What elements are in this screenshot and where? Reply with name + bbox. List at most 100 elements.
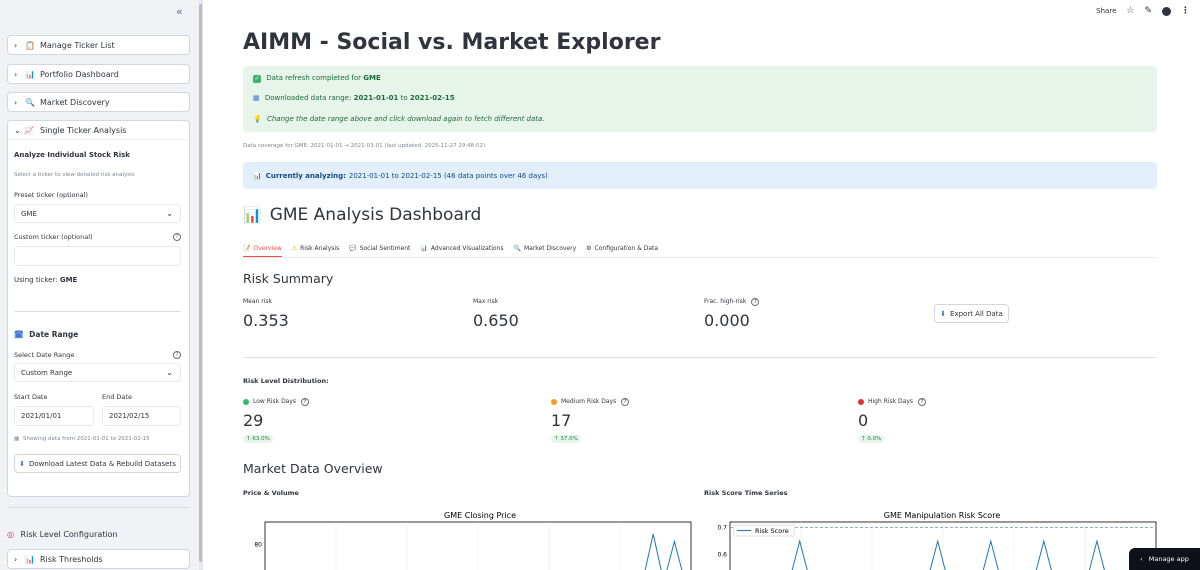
y-tick-label: 80 bbox=[254, 542, 262, 549]
using-ticker-value: GME bbox=[59, 276, 78, 284]
download-icon: ⬇ bbox=[19, 459, 25, 468]
high-risk-delta: ↑ 0.0% bbox=[858, 435, 885, 443]
expander-portfolio-dashboard[interactable]: › 📊 Portfolio Dashboard bbox=[7, 64, 190, 84]
edit-icon[interactable]: ✎ bbox=[1144, 6, 1152, 16]
risk-score-chart: GME Manipulation Risk Score 0.7 0.6 Risk … bbox=[717, 511, 1157, 570]
green-circle-icon bbox=[243, 398, 249, 405]
risk-summary-heading: Risk Summary bbox=[243, 271, 334, 286]
distribution-heading: Risk Level Distribution: bbox=[243, 377, 329, 385]
manage-app-button[interactable]: ‹ Manage app bbox=[1129, 548, 1200, 570]
chart-up-icon: 📈 bbox=[24, 125, 34, 135]
chevron-right-icon: › bbox=[14, 97, 18, 107]
showing-data-caption: ▦ Showing data from 2021-01-01 to 2021-0… bbox=[14, 436, 150, 442]
tab-label: Risk Analysis bbox=[300, 245, 340, 252]
warning-icon: ⚠ bbox=[291, 245, 298, 252]
frac-high-risk-text: Frac. high-risk bbox=[704, 298, 747, 305]
calendar-icon: 🗓 bbox=[14, 330, 24, 339]
expander-risk-thresholds[interactable]: › 📊 Risk Thresholds bbox=[7, 549, 190, 569]
custom-ticker-label: Custom ticker (optional) bbox=[14, 233, 93, 241]
page-title: AIMM - Social vs. Market Explorer bbox=[243, 30, 661, 55]
export-label: Export All Data bbox=[950, 309, 1003, 318]
magnifier-icon: 🔍 bbox=[25, 97, 35, 107]
high-risk-text: High Risk Days bbox=[868, 398, 914, 405]
dashboard-title-text: GME Analysis Dashboard bbox=[269, 205, 482, 225]
tip-text: Change the date range above and click do… bbox=[266, 115, 545, 123]
help-icon[interactable]: ? bbox=[917, 398, 926, 406]
help-icon[interactable]: ? bbox=[621, 398, 630, 406]
orange-circle-icon bbox=[551, 398, 557, 405]
end-date-input[interactable]: 2021/02/15 bbox=[102, 406, 181, 426]
tab-advanced-visualizations[interactable]: 📊 Advanced Visualizations bbox=[420, 240, 503, 257]
overview-icon: 📝 bbox=[243, 244, 251, 252]
help-icon[interactable]: ? bbox=[751, 298, 760, 306]
collapse-sidebar-icon[interactable]: « bbox=[176, 5, 183, 18]
gear-icon: ⚙ bbox=[586, 245, 592, 252]
mean-risk-label: Mean risk bbox=[243, 298, 272, 305]
high-risk-label: High Risk Days ? bbox=[858, 398, 926, 406]
coverage-caption: Data coverage for GME: 2021-01-01 → 2021… bbox=[243, 143, 486, 149]
clipboard-icon: 📋 bbox=[25, 40, 35, 50]
range-to: to bbox=[400, 94, 408, 102]
expander-manage-ticker-list[interactable]: › 📋 Manage Ticker List bbox=[7, 35, 190, 55]
expander-header[interactable]: ⌄ 📈 Single Ticker Analysis bbox=[8, 121, 189, 140]
showing-data-text: Showing data from 2021-01-01 to 2021-02-… bbox=[22, 436, 150, 442]
y-tick-label: 0.7 bbox=[717, 524, 727, 531]
high-risk-delta-text: 0.0% bbox=[867, 436, 882, 442]
expander-label: Portfolio Dashboard bbox=[40, 69, 119, 79]
bar-chart-icon: 📊 bbox=[243, 206, 262, 224]
more-menu-icon[interactable]: ⋮ bbox=[1181, 6, 1190, 16]
check-icon: ✓ bbox=[253, 75, 261, 83]
magnifier-icon: 🔍 bbox=[513, 245, 521, 252]
analyzing-info: 📊 Currently analyzing: 2021-01-01 to 202… bbox=[243, 162, 1157, 189]
custom-ticker-input[interactable] bbox=[14, 246, 181, 266]
medium-risk-text: Medium Risk Days bbox=[561, 398, 617, 405]
closing-price-chart: GME Closing Price 8060 bbox=[254, 511, 692, 570]
help-icon[interactable]: ? bbox=[300, 398, 309, 406]
legend-box bbox=[733, 524, 795, 537]
scrollbar-thumb[interactable] bbox=[199, 4, 202, 562]
hint-text: Select a ticker to view detailed risk an… bbox=[14, 172, 135, 178]
help-icon[interactable]: ? bbox=[173, 351, 181, 359]
chart-title: GME Closing Price bbox=[444, 511, 516, 520]
tab-configuration-data[interactable]: ⚙ Configuration & Data bbox=[586, 240, 658, 257]
preset-ticker-select[interactable]: GME ⌄ bbox=[14, 204, 181, 223]
tab-risk-analysis[interactable]: ⚠ Risk Analysis bbox=[292, 240, 339, 257]
mean-risk-value: 0.353 bbox=[243, 311, 289, 330]
help-icon[interactable]: ? bbox=[173, 233, 181, 241]
download-icon: ⬇ bbox=[940, 309, 947, 318]
frac-high-risk-label: Frac. high-risk ? bbox=[704, 298, 760, 306]
tab-label: Overview bbox=[253, 244, 282, 252]
medium-risk-label: Medium Risk Days ? bbox=[551, 398, 630, 406]
end-date-label: End Date bbox=[102, 393, 132, 401]
export-all-data-button[interactable]: ⬇ Export All Data bbox=[934, 304, 1009, 323]
target-icon: ◎ bbox=[7, 530, 14, 539]
tab-social-sentiment[interactable]: 💬 Social Sentiment bbox=[349, 240, 410, 257]
date-range-title: Date Range bbox=[29, 330, 79, 339]
date-range-select[interactable]: Custom Range ⌄ bbox=[14, 363, 181, 382]
expander-label: Market Discovery bbox=[40, 97, 110, 107]
chevron-down-icon: ⌄ bbox=[166, 368, 173, 377]
sidebar-scrollbar[interactable] bbox=[199, 0, 202, 570]
range-prefix: Downloaded data range: bbox=[264, 94, 352, 102]
tab-market-discovery[interactable]: 🔍 Market Discovery bbox=[513, 240, 576, 257]
download-rebuild-button[interactable]: ⬇ Download Latest Data & Rebuild Dataset… bbox=[14, 454, 181, 473]
risk-config-heading: ◎ Risk Level Configuration bbox=[7, 530, 118, 539]
share-button[interactable]: Share bbox=[1096, 7, 1117, 15]
tab-overview[interactable]: 📝 Overview bbox=[243, 240, 282, 257]
chevron-left-icon: ‹ bbox=[1140, 555, 1143, 563]
github-icon[interactable] bbox=[1162, 6, 1171, 16]
lightbulb-icon: 💡 bbox=[253, 115, 262, 123]
max-risk-value: 0.650 bbox=[473, 311, 519, 330]
max-risk-label: Max risk bbox=[473, 298, 499, 305]
frac-high-risk-value: 0.000 bbox=[704, 311, 750, 330]
y-tick-label: 0.6 bbox=[717, 552, 727, 559]
low-risk-label: Low Risk Days ? bbox=[243, 398, 309, 406]
analyzing-prefix: Currently analyzing: bbox=[265, 171, 346, 180]
expander-market-discovery[interactable]: › 🔍 Market Discovery bbox=[7, 92, 190, 112]
tip-line: 💡 Change the date range above and click … bbox=[253, 115, 545, 123]
downloaded-range-line: ▦ Downloaded data range: 2021-01-01 to 2… bbox=[253, 94, 455, 102]
start-date-input[interactable]: 2021/01/01 bbox=[14, 406, 94, 426]
star-icon[interactable]: ☆ bbox=[1126, 6, 1135, 16]
tab-bar: 📝 Overview ⚠ Risk Analysis 💬 Social Sentime… bbox=[243, 240, 1157, 258]
chart-icon: 📊 bbox=[253, 171, 262, 180]
